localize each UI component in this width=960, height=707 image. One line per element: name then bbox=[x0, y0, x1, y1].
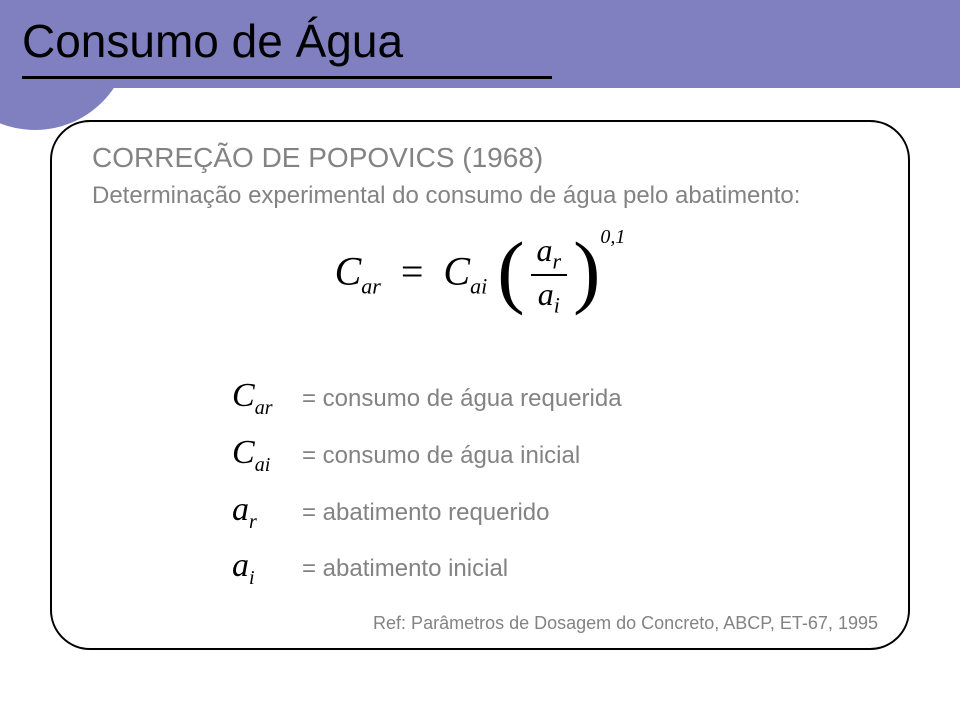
content-panel: CORREÇÃO DE POPOVICS (1968) Determinação… bbox=[50, 120, 910, 650]
formula-exponent: 0,1 bbox=[600, 226, 625, 248]
def-text: = consumo de água requerida bbox=[302, 385, 622, 413]
footer-reference: Ref: Parâmetros de Dosagem do Concreto, … bbox=[373, 613, 878, 634]
definition-row: Car = consumo de água requerida bbox=[232, 377, 622, 420]
definition-row: ai = abatimento inicial bbox=[232, 547, 622, 590]
formula: Car = Cai ( ar ai ) 0,1 bbox=[52, 232, 908, 319]
formula-paren-group: ( ar ai ) bbox=[497, 232, 600, 319]
definition-row: ar = abatimento requerido bbox=[232, 491, 622, 534]
definition-row: Cai = consumo de água inicial bbox=[232, 434, 622, 477]
def-symbol: Car bbox=[232, 377, 302, 420]
formula-lhs-base: C bbox=[335, 249, 362, 294]
def-symbol: ar bbox=[232, 491, 302, 534]
title-underline-main bbox=[22, 76, 552, 79]
def-text: = abatimento inicial bbox=[302, 555, 508, 583]
formula-coef-base: C bbox=[443, 249, 470, 294]
formula-fraction: ar ai bbox=[531, 232, 568, 319]
def-text: = abatimento requerido bbox=[302, 499, 550, 527]
def-symbol: ai bbox=[232, 547, 302, 590]
title-underline-accent bbox=[22, 83, 552, 85]
rparen-icon: ) bbox=[573, 240, 600, 302]
description-line: Determinação experimental do consumo de … bbox=[92, 182, 800, 210]
def-symbol: Cai bbox=[232, 434, 302, 477]
page-title: Consumo de Água bbox=[22, 14, 403, 68]
formula-den: ai bbox=[531, 274, 568, 318]
lparen-icon: ( bbox=[497, 240, 524, 302]
formula-eq: = bbox=[401, 249, 424, 294]
def-text: = consumo de água inicial bbox=[302, 442, 580, 470]
subtitle: CORREÇÃO DE POPOVICS (1968) bbox=[92, 142, 543, 174]
formula-lhs-sub: ar bbox=[361, 274, 381, 299]
definitions-list: Car = consumo de água requerida Cai = co… bbox=[232, 377, 622, 604]
formula-coef-sub: ai bbox=[470, 274, 487, 299]
formula-num: ar bbox=[531, 232, 568, 274]
